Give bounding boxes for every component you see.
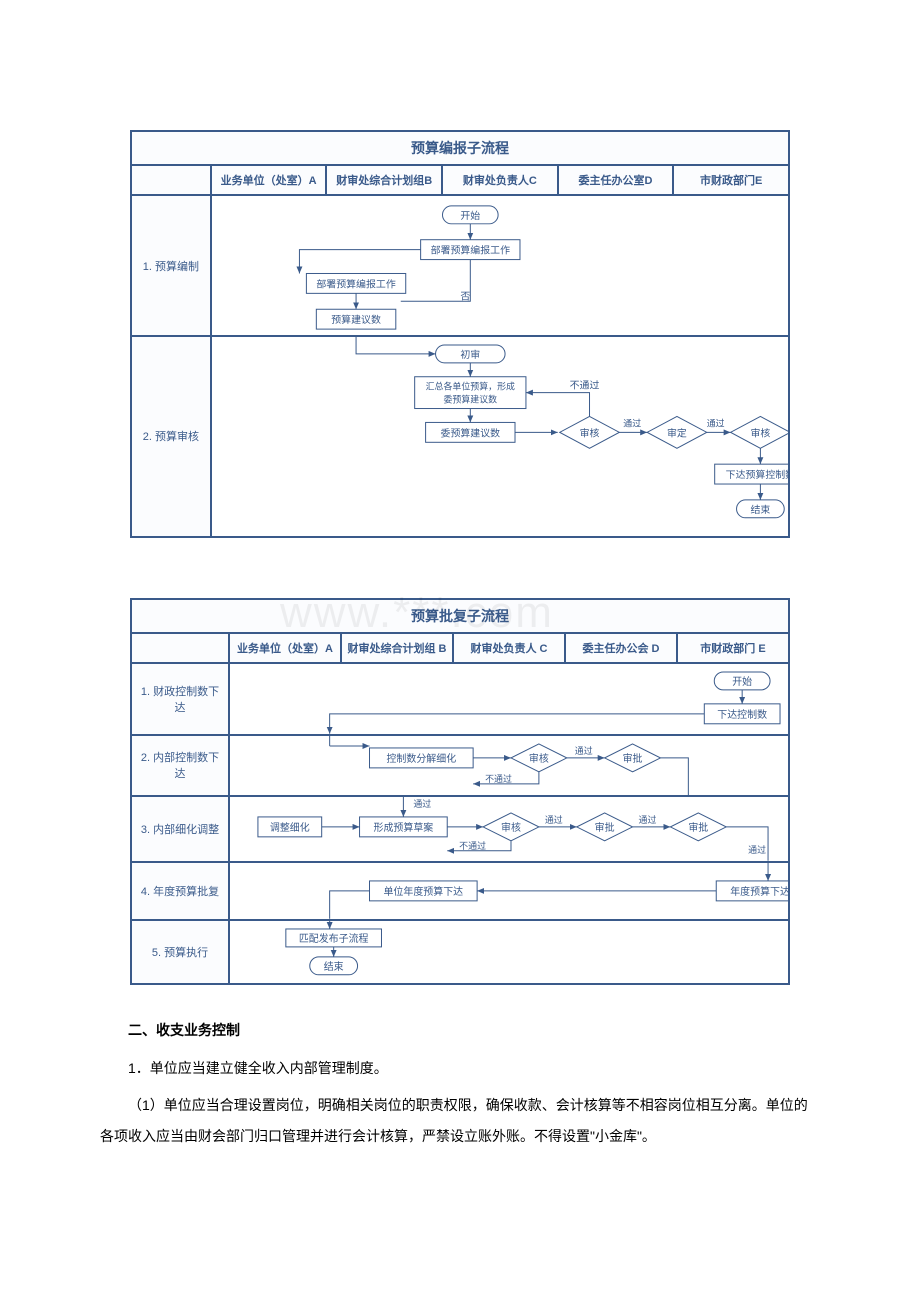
node-review2: 审定 xyxy=(667,426,687,439)
svg-text:通过: 通过 xyxy=(639,814,657,825)
d2-col-c: 财审处负责人 C xyxy=(453,633,565,663)
diagram1-row1-svg: 开始 部署预算编报工作 部署预算编报工作 预算建议数 xyxy=(212,196,788,335)
svg-text:通过: 通过 xyxy=(413,798,431,809)
label-no: 否 xyxy=(460,290,470,302)
node-end: 结束 xyxy=(750,503,770,516)
diagram1-row2-svg: 初审 汇总各单位预算，形成 委预算建议数 委预算建议数 xyxy=(212,337,788,536)
node-issue: 下达预算控制数 xyxy=(725,468,788,481)
diagram-1: 预算编报子流程 业务单位（处室）A 财审处综合计划组B 财审处负责人C 委主任办… xyxy=(130,130,790,538)
svg-text:审批: 审批 xyxy=(595,821,615,834)
node-start: 开始 xyxy=(460,209,480,222)
svg-text:开始: 开始 xyxy=(732,675,752,688)
col-c: 财审处负责人C xyxy=(442,165,558,195)
d2-col-e: 市财政部门 E xyxy=(677,633,789,663)
node-suggest2: 委预算建议数 xyxy=(440,426,500,439)
diagram1-row1: 1. 预算编制 开始 部署预算编报工 xyxy=(131,195,789,336)
svg-text:形成预算草案: 形成预算草案 xyxy=(374,821,434,834)
node-review1: 审核 xyxy=(579,426,599,439)
node-deploy2: 部署预算编报工作 xyxy=(316,277,395,290)
body-text: 二、收支业务控制 1．单位应当建立健全收入内部管理制度。 （1）单位应当合理设置… xyxy=(100,1015,820,1152)
col-b: 财审处综合计划组B xyxy=(326,165,442,195)
node-review3: 审核 xyxy=(750,426,770,439)
svg-text:审核: 审核 xyxy=(501,821,521,834)
svg-text:控制数分解细化: 控制数分解细化 xyxy=(386,751,456,764)
row2-label: 2. 预算审核 xyxy=(131,336,211,537)
paragraph-2: （1）单位应当合理设置岗位，明确相关岗位的职责权限，确保收款、会计核算等不相容岗… xyxy=(100,1090,820,1152)
svg-text:委预算建议数: 委预算建议数 xyxy=(443,394,497,405)
svg-text:通过: 通过 xyxy=(623,417,641,428)
diagram2-row4: 4. 年度预算批复 年度预算下达 单位年度预算下达 xyxy=(131,862,789,920)
svg-text:通过: 通过 xyxy=(575,744,593,755)
diagram2-title: 预算批复子流程 xyxy=(131,599,789,633)
col-a: 业务单位（处室）A xyxy=(211,165,327,195)
svg-text:结束: 结束 xyxy=(324,960,344,973)
col-label xyxy=(131,165,211,195)
diagram1-row2: 2. 预算审核 初审 xyxy=(131,336,789,537)
diagram2-row3: 3. 内部细化调整 通过 调整细化 形成预算草案 审核 通 xyxy=(131,796,789,862)
svg-text:通过: 通过 xyxy=(545,814,563,825)
node-initial: 初审 xyxy=(460,348,480,361)
diagram2-row2: 2. 内部控制数下达 控制数分解细化 审核 通过 审批 xyxy=(131,735,789,797)
svg-text:匹配发布子流程: 匹配发布子流程 xyxy=(299,932,369,945)
row1-label: 1. 预算编制 xyxy=(131,195,211,336)
d2-col-d: 委主任办公会 D xyxy=(565,633,677,663)
svg-text:汇总各单位预算，形成: 汇总各单位预算，形成 xyxy=(425,381,514,392)
diagram2-header-row: 业务单位（处室）A 财审处综合计划组 B 财审处负责人 C 委主任办公会 D 市… xyxy=(131,633,789,663)
svg-text:单位年度预算下达: 单位年度预算下达 xyxy=(383,885,463,898)
d2-col-a: 业务单位（处室）A xyxy=(229,633,341,663)
svg-text:审批: 审批 xyxy=(688,821,708,834)
diagram1-title: 预算编报子流程 xyxy=(131,131,789,165)
diagram-2: www.***.com 预算批复子流程 业务单位（处室）A 财审处综合计划组 B… xyxy=(130,598,790,985)
col-e: 市财政部门E xyxy=(673,165,789,195)
d2-col-b: 财审处综合计划组 B xyxy=(341,633,453,663)
node-suggest: 预算建议数 xyxy=(331,313,381,326)
col-d: 委主任办公室D xyxy=(558,165,674,195)
svg-text:下达控制数: 下达控制数 xyxy=(717,708,767,721)
svg-text:审批: 审批 xyxy=(623,751,643,764)
section-heading: 二、收支业务控制 xyxy=(100,1015,820,1046)
paragraph-1: 1．单位应当建立健全收入内部管理制度。 xyxy=(100,1053,820,1084)
svg-text:调整细化: 调整细化 xyxy=(270,821,310,834)
svg-text:年度预算下达: 年度预算下达 xyxy=(730,885,788,898)
svg-text:通过: 通过 xyxy=(707,417,725,428)
diagram1-header-row: 业务单位（处室）A 财审处综合计划组B 财审处负责人C 委主任办公室D 市财政部… xyxy=(131,165,789,195)
node-deploy: 部署预算编报工作 xyxy=(430,244,509,257)
label-fail-top: 不通过 xyxy=(569,379,599,392)
svg-text:不通过: 不通过 xyxy=(485,772,512,783)
page: 预算编报子流程 业务单位（处室）A 财审处综合计划组B 财审处负责人C 委主任办… xyxy=(0,0,920,1198)
diagram2-row1: 1. 财政控制数下达 开始 下达控制数 xyxy=(131,663,789,735)
diagram2-row5: 5. 预算执行 匹配发布子流程 结束 xyxy=(131,920,789,984)
svg-text:审核: 审核 xyxy=(529,751,549,764)
svg-text:不通过: 不通过 xyxy=(459,840,486,851)
svg-text:通过: 通过 xyxy=(748,844,766,855)
